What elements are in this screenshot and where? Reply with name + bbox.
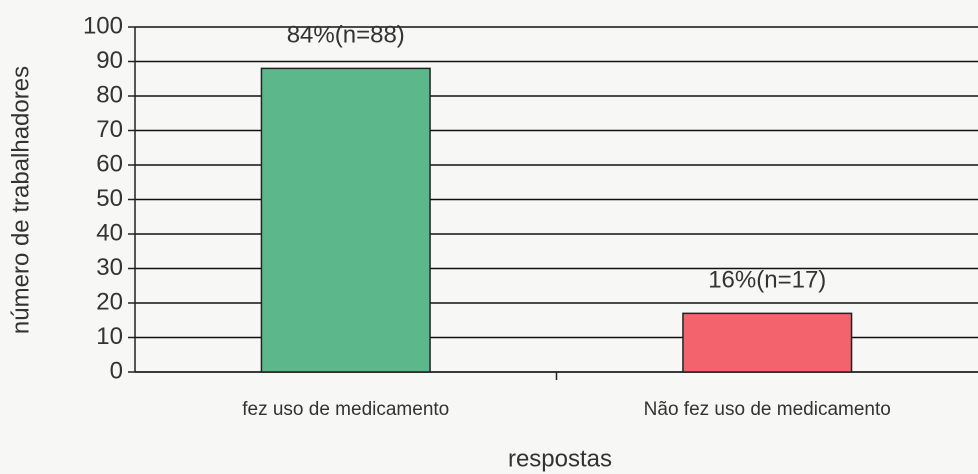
y-tick-label: 20: [96, 288, 123, 315]
y-tick-label: 80: [96, 81, 123, 108]
y-tick-label: 30: [96, 254, 123, 281]
y-tick-label: 50: [96, 185, 123, 212]
y-tick-label: 0: [110, 357, 123, 384]
x-tick-label: Não fez uso de medicamento: [644, 399, 891, 420]
bar: [682, 312, 853, 373]
y-tick-label: 10: [96, 323, 123, 350]
y-tick-label: 90: [96, 47, 123, 74]
y-tick-label: 60: [96, 150, 123, 177]
y-tick-label: 70: [96, 116, 123, 143]
bar: [260, 67, 431, 373]
data-label: 84%(n=88): [287, 22, 405, 49]
y-axis-label: número de trabalhadores: [7, 66, 34, 334]
y-tick-label: 100: [83, 12, 123, 39]
data-label: 16%(n=17): [708, 267, 826, 294]
y-tick-label: 40: [96, 219, 123, 246]
x-tick-label: fez uso de medicamento: [242, 399, 449, 420]
x-axis-label: respostas: [508, 445, 612, 472]
